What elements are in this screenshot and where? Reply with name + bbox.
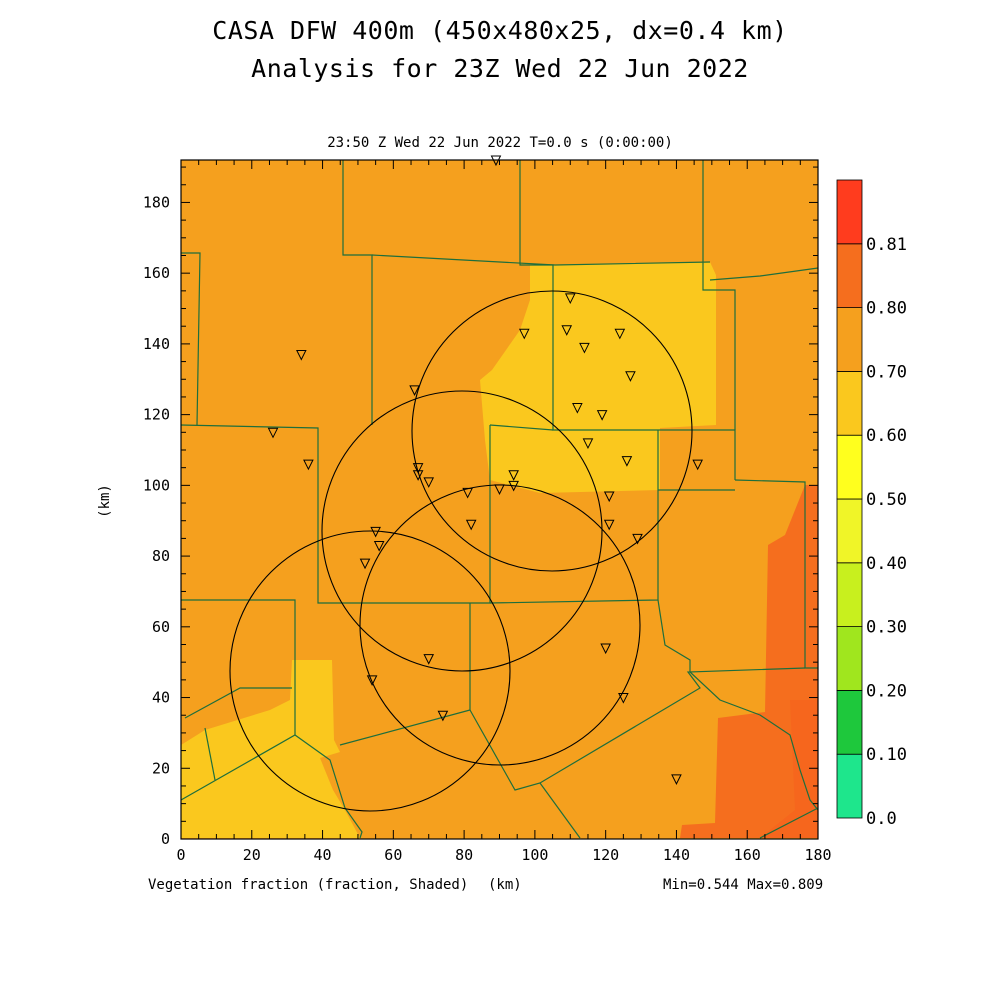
x-tick-label: 140 [663, 846, 690, 864]
chart-subtitle-analysis: Analysis for 23Z Wed 22 Jun 2022 [251, 54, 749, 83]
station-triangle-icon [359, 558, 371, 570]
x-tick-label: 100 [521, 846, 548, 864]
radar-rings [229, 290, 693, 812]
x-tick-label: 80 [455, 846, 473, 864]
x-tick-label: 60 [384, 846, 402, 864]
colorbar-level-label: 0.70 [866, 362, 907, 382]
shade-region-dark-e [680, 485, 818, 838]
y-tick-label: 100 [143, 476, 170, 494]
station-triangle-icon [614, 328, 626, 340]
station-triangle-icon [412, 463, 424, 474]
station-triangle-icon [366, 675, 378, 686]
x-tick-label: 40 [314, 846, 332, 864]
station-triangle-icon [465, 519, 477, 531]
station-triangle-icon [370, 526, 381, 538]
time-label: 23:50 Z Wed 22 Jun 2022 T=0.0 s (0:00:00… [327, 135, 673, 151]
colorbar-level-label: 0.20 [866, 681, 907, 701]
station-triangle-icon [671, 774, 682, 785]
colorbar-swatch [836, 626, 863, 691]
station-triangle-icon [494, 484, 505, 496]
x-tick-label: 180 [804, 846, 831, 864]
station-triangle-icon [462, 487, 473, 499]
colorbar-swatch [836, 179, 863, 245]
station-triangle-icon [561, 325, 573, 336]
station-triangle-icon [625, 371, 636, 382]
colorbar-swatch [836, 498, 863, 564]
station-triangle-icon [518, 328, 530, 340]
y-tick-label: 0 [161, 830, 170, 848]
colorbar-level-label: 0.50 [866, 490, 907, 510]
shade-region-darker-se [760, 700, 818, 838]
colorbar-swatch [836, 434, 863, 500]
station-triangle-icon [373, 540, 385, 552]
x-axis-unit-label: (km) [488, 877, 522, 893]
station-triangle-icon [603, 491, 615, 503]
y-axis: 0 20 40 60 80 100 120 140 160 180 [143, 166, 818, 848]
y-tick-label: 40 [152, 689, 170, 707]
y-tick-label: 60 [152, 618, 170, 636]
station-triangle-icon [579, 342, 590, 354]
variable-label: Vegetation fraction (fraction, Shaded) [148, 877, 469, 893]
station-triangle-icon [621, 456, 633, 467]
station-triangle-icon [596, 410, 608, 421]
station-triangle-icon [632, 533, 643, 545]
county-lines [180, 160, 819, 839]
y-tick-label: 120 [143, 406, 170, 424]
y-tick-label: 140 [143, 335, 170, 353]
colorbar-level-label: 0.10 [866, 745, 907, 765]
station-triangle-icon [603, 519, 615, 531]
station-triangle-icon [296, 350, 307, 361]
colorbar: 0.0 0.10 0.20 0.30 0.40 0.50 0.60 0.70 0.80 0.81 [836, 179, 907, 829]
colorbar-swatch [836, 307, 863, 372]
colorbar-level-label: 0.0 [866, 809, 897, 829]
colorbar-swatch [836, 690, 863, 755]
colorbar-level-label: 0.30 [866, 618, 907, 638]
y-axis-unit-label: (km) [96, 484, 113, 518]
station-triangle-icon [564, 293, 576, 305]
station-triangle-icon [412, 470, 424, 481]
y-tick-label: 20 [152, 759, 170, 777]
colorbar-level-label: 0.81 [866, 235, 907, 255]
station-triangle-icon [508, 480, 519, 492]
station-triangle-icon [692, 459, 703, 471]
shade-region-light-ne [480, 262, 716, 493]
station-triangle-icon [423, 654, 435, 665]
station-triangle-icon [437, 710, 449, 722]
station-triangle-icon [572, 403, 583, 414]
station-triangle-icon [618, 693, 629, 704]
min-max-label: Min=0.544 Max=0.809 [663, 877, 824, 893]
x-axis: 0 20 40 60 80 100 120 140 160 180 [176, 160, 832, 864]
station-triangle-icon [600, 643, 611, 655]
station-triangle-icon [267, 427, 279, 439]
y-tick-label: 80 [152, 547, 170, 565]
x-tick-label: 120 [592, 846, 619, 864]
station-triangle-icon [508, 470, 519, 481]
x-tick-label: 20 [243, 846, 261, 864]
colorbar-swatch [836, 243, 863, 309]
colorbar-swatch [836, 370, 863, 436]
station-triangle-icon [423, 477, 435, 488]
colorbar-swatch [836, 753, 863, 819]
x-tick-label: 160 [734, 846, 761, 864]
y-tick-label: 160 [143, 264, 170, 282]
station-triangle-icon [409, 385, 420, 396]
colorbar-level-label: 0.40 [866, 554, 907, 574]
x-tick-label: 0 [176, 846, 185, 864]
colorbar-swatch [836, 562, 863, 627]
colorbar-level-label: 0.80 [866, 299, 907, 319]
station-triangle-icon [303, 459, 314, 471]
colorbar-level-label: 0.60 [866, 426, 907, 446]
chart-title: CASA DFW 400m (450x480x25, dx=0.4 km) [212, 16, 788, 45]
station-triangle-icon [582, 438, 594, 450]
y-tick-label: 180 [143, 193, 170, 211]
